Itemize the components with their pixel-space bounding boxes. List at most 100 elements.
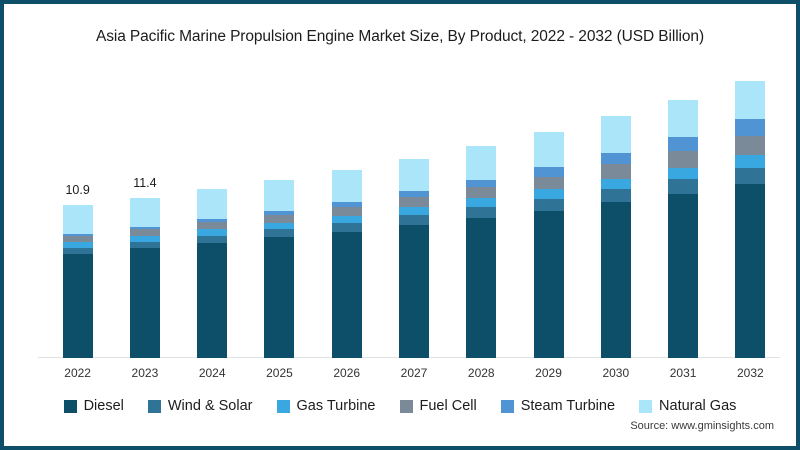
bar-segment[interactable]	[197, 189, 228, 220]
x-axis-label: 2024	[198, 366, 226, 380]
bar-segment[interactable]	[600, 152, 631, 165]
legend-item[interactable]: Steam Turbine	[500, 398, 616, 414]
bar-segment[interactable]	[264, 237, 295, 358]
bar-segment[interactable]	[264, 211, 295, 215]
bar-segment[interactable]	[197, 242, 228, 358]
bar-segment[interactable]	[735, 167, 766, 184]
page-title: Asia Pacific Marine Propulsion Engine Ma…	[95, 28, 705, 45]
bar-segment[interactable]	[735, 155, 766, 168]
bar-segment[interactable]	[264, 229, 295, 238]
bar-segment[interactable]	[735, 136, 766, 156]
legend-item[interactable]: Wind & Solar	[147, 398, 253, 414]
bar-segment[interactable]	[533, 176, 564, 190]
bar-segment[interactable]	[668, 167, 699, 180]
bar-stack[interactable]	[735, 81, 766, 358]
bar-stack[interactable]	[600, 116, 631, 358]
bar-segment[interactable]	[466, 198, 497, 207]
bar-segment[interactable]	[466, 217, 497, 358]
bar-segment[interactable]	[399, 197, 429, 208]
legend-item-label: Wind & Solar	[167, 398, 253, 414]
bar-segment[interactable]	[668, 193, 699, 358]
bar-stack[interactable]	[466, 145, 497, 358]
bar-segment[interactable]	[600, 164, 631, 179]
bar-segment[interactable]	[466, 206, 497, 218]
bar-segment[interactable]	[62, 242, 93, 248]
bar-segment[interactable]	[735, 81, 766, 120]
bar-segment[interactable]	[668, 137, 699, 152]
bar-segment[interactable]	[129, 241, 160, 249]
x-axis-label: 2031	[669, 366, 697, 380]
bar-segment[interactable]	[331, 231, 362, 358]
bar-segment[interactable]	[264, 214, 295, 223]
bar-segment[interactable]	[466, 179, 497, 188]
legend-item[interactable]: Diesel	[63, 398, 124, 414]
x-axis-label: 2026	[333, 366, 361, 380]
bar-stack[interactable]	[399, 158, 429, 358]
bar-segment[interactable]	[399, 191, 429, 198]
bar-segment[interactable]	[600, 178, 631, 190]
legend-swatch-icon	[639, 399, 653, 413]
legend-swatch-icon	[500, 399, 514, 413]
bar-segment[interactable]	[533, 210, 564, 358]
x-axis-label: 2022	[64, 366, 91, 380]
bar-segment[interactable]	[668, 179, 699, 194]
bar-segment[interactable]	[264, 179, 295, 212]
bar-segment[interactable]	[466, 187, 497, 199]
bar-segment[interactable]	[466, 145, 497, 180]
legend-item[interactable]: Gas Turbine	[276, 398, 376, 414]
bar-segment[interactable]	[735, 119, 766, 137]
legend-item-label: Diesel	[83, 398, 124, 414]
bar-segment[interactable]	[197, 222, 228, 230]
bar-stack[interactable]	[197, 189, 228, 358]
bar-segment[interactable]	[533, 167, 564, 177]
bar-segment[interactable]	[62, 236, 93, 243]
bar-stack[interactable]	[264, 179, 295, 358]
bar-stack[interactable]	[129, 197, 160, 358]
bar-value-label: 11.4	[133, 175, 157, 190]
bar-segment[interactable]	[62, 234, 93, 237]
bar-segment[interactable]	[331, 169, 362, 203]
bar-segment[interactable]	[129, 235, 160, 242]
x-axis-label: 2028	[467, 366, 495, 380]
legend-item-label: Gas Turbine	[296, 398, 376, 414]
bar-segment[interactable]	[399, 215, 429, 225]
bar-segment[interactable]	[197, 219, 228, 223]
legend-item-label: Steam Turbine	[520, 398, 616, 414]
bar-stack[interactable]	[533, 131, 564, 358]
bar-segment[interactable]	[399, 207, 429, 215]
bar-segment[interactable]	[129, 197, 160, 228]
bar-stack[interactable]	[331, 169, 362, 358]
bar-segment[interactable]	[735, 183, 766, 358]
bar-segment[interactable]	[62, 254, 93, 358]
bar-segment[interactable]	[62, 204, 93, 235]
bar-segment[interactable]	[533, 189, 564, 199]
legend-swatch-icon	[63, 399, 77, 413]
bar-segment[interactable]	[264, 222, 295, 230]
bar-segment[interactable]	[533, 198, 564, 211]
bar-segment[interactable]	[533, 131, 564, 168]
bar-segment[interactable]	[668, 151, 699, 168]
legend-item[interactable]: Fuel Cell	[399, 398, 477, 414]
bar-segment[interactable]	[129, 227, 160, 230]
bar-stack[interactable]	[668, 99, 699, 358]
bar-segment[interactable]	[129, 229, 160, 236]
legend-swatch-icon	[276, 399, 290, 413]
bar-segment[interactable]	[399, 158, 429, 192]
bar-segment[interactable]	[197, 235, 228, 243]
bar-segment[interactable]	[62, 247, 93, 255]
bar-segment[interactable]	[331, 215, 362, 223]
legend-item[interactable]: Natural Gas	[639, 398, 736, 414]
bar-segment[interactable]	[600, 116, 631, 153]
bar-segment[interactable]	[331, 222, 362, 232]
bar-segment[interactable]	[399, 224, 429, 358]
bar-segment[interactable]	[600, 189, 631, 203]
legend-swatch-icon	[147, 399, 161, 413]
bar-segment[interactable]	[129, 248, 160, 358]
bar-segment[interactable]	[668, 99, 699, 138]
bar-segment[interactable]	[600, 202, 631, 358]
bar-segment[interactable]	[331, 202, 362, 207]
bar-segment[interactable]	[331, 206, 362, 216]
bar-segment[interactable]	[197, 229, 228, 236]
chart-legend: Diesel Wind & Solar Gas Turbine Fuel Cell St…	[4, 398, 796, 414]
bar-stack[interactable]	[62, 204, 93, 358]
